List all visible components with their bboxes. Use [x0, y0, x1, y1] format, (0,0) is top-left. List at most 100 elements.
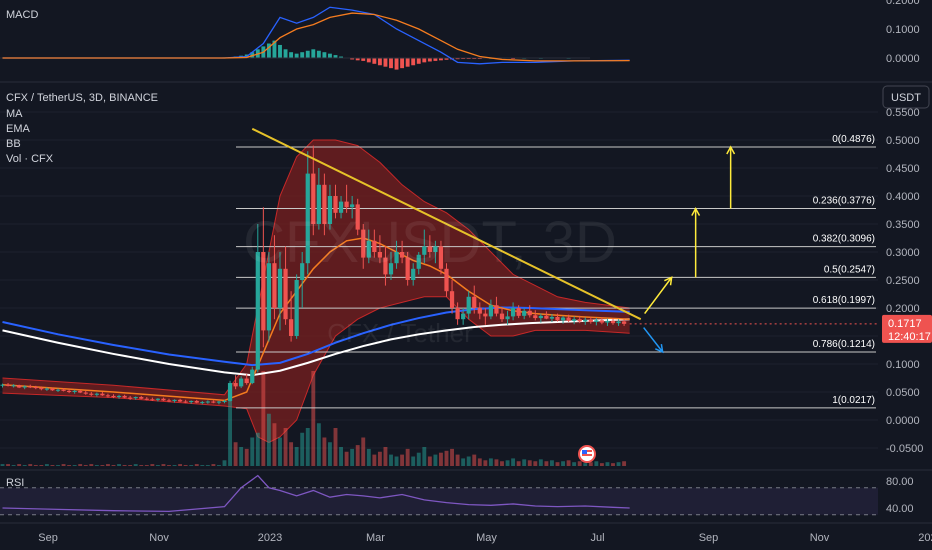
macd-histogram-bar — [361, 58, 366, 61]
volume-bar — [561, 461, 565, 466]
candle-body — [189, 400, 194, 403]
volume-bar — [355, 445, 360, 466]
breakdown-arrow — [643, 327, 664, 353]
us-flag-icon[interactable] — [578, 445, 596, 463]
volume-bar — [283, 428, 288, 466]
candle-body — [383, 257, 388, 275]
candle-body — [89, 393, 94, 395]
volume-bar — [278, 437, 282, 466]
candle-body — [266, 263, 272, 331]
macd-histogram-bar — [272, 40, 277, 58]
candle-body — [300, 263, 305, 280]
volume-bar — [61, 464, 66, 466]
candle-body — [477, 308, 482, 314]
candle-body — [66, 390, 72, 392]
volume-bar — [427, 456, 432, 466]
macd-histogram-bar — [294, 53, 299, 58]
candle-body — [155, 398, 161, 400]
volume-bars — [0, 371, 627, 466]
candle-body — [422, 246, 427, 255]
macd-histogram-bar — [455, 58, 460, 60]
price-tick-label: 0.0000 — [886, 415, 920, 427]
macd-label[interactable]: MACD — [6, 9, 38, 21]
macd-histogram-bar — [355, 58, 360, 61]
macd-histogram-bar — [372, 58, 377, 64]
volume-bar — [261, 371, 266, 466]
trendline — [251, 127, 642, 321]
volume-bar — [233, 442, 238, 466]
volume-bar — [72, 465, 77, 466]
candle-body — [116, 395, 122, 398]
volume-bar — [39, 465, 44, 466]
volume-bar — [400, 454, 405, 466]
macd-histogram-bar — [422, 58, 427, 63]
macd-histogram-bar — [444, 58, 449, 60]
price-axis[interactable]: 0.5500 0.5000 0.4500 0.4000 0.3500 0.3000 0.25… — [886, 0, 923, 515]
indicator-volume[interactable]: Vol · CFX — [6, 153, 54, 165]
candle-body — [621, 321, 627, 324]
currency-label: USDT — [891, 92, 921, 104]
candle-body — [516, 308, 521, 316]
candle-body — [610, 320, 616, 324]
volume-bar — [128, 465, 133, 466]
candle-body — [338, 201, 344, 213]
time-tick-label: 2024 — [918, 532, 932, 544]
candle-body — [222, 400, 227, 402]
rsi-label[interactable]: RSI — [6, 477, 24, 489]
grid — [0, 111, 878, 449]
volume-bar — [150, 464, 155, 466]
time-axis[interactable]: Sep Nov 2023 Mar May Jul Sep Nov 2024 — [38, 532, 932, 544]
candle-body — [411, 268, 416, 280]
fib-level-label: 0.382(0.3096) — [813, 234, 875, 245]
macd-histogram-bar — [377, 58, 382, 66]
volume-bar — [28, 464, 33, 466]
candle-body — [5, 384, 11, 386]
volume-bar — [161, 464, 166, 466]
indicator-bb[interactable]: BB — [6, 138, 21, 150]
volume-bar — [94, 465, 99, 466]
volume-bar — [139, 465, 144, 466]
volume-bar — [405, 448, 410, 466]
candle-body — [111, 395, 116, 398]
last-price-badge: 0.1717 12:40:17 — [882, 314, 932, 343]
candle-body — [50, 388, 55, 391]
last-price: 0.1717 — [888, 318, 922, 330]
candle-body — [510, 308, 516, 317]
candle-body — [227, 383, 233, 401]
price-tick-label: 0.5000 — [886, 135, 920, 147]
macd-histogram-bar — [427, 58, 432, 62]
indicator-ema[interactable]: EMA — [6, 123, 31, 135]
volume-bar — [566, 460, 571, 466]
macd-histogram-bar — [339, 56, 343, 58]
time-tick-label: Sep — [699, 532, 719, 544]
candle-body — [544, 315, 549, 319]
symbol-title[interactable]: CFX / TetherUS, 3D, BINANCE — [6, 92, 158, 104]
volume-bar — [178, 464, 183, 466]
macd-tick-label: 0.1000 — [886, 24, 920, 36]
price-tick-label: 0.4500 — [886, 163, 920, 175]
currency-button[interactable]: USDT — [882, 85, 930, 109]
volume-bar — [527, 460, 532, 466]
volume-bar — [328, 442, 332, 466]
breakout-arrow-head — [664, 276, 673, 286]
indicator-ma[interactable]: MA — [6, 108, 23, 120]
price-tick-label: 0.1000 — [886, 359, 920, 371]
bar-countdown: 12:40:17 — [888, 331, 931, 343]
macd-histogram-bar — [266, 43, 271, 58]
macd-histogram-bar — [389, 58, 393, 69]
macd-histogram-bar — [289, 52, 294, 58]
candle-body — [311, 173, 316, 224]
candle-body — [361, 229, 366, 258]
fib-level-label: 0.786(0.1214) — [813, 339, 875, 350]
candle-body — [438, 246, 444, 269]
volume-bar — [333, 428, 338, 466]
volume-bar — [250, 437, 255, 466]
bb-lower-line — [2, 296, 630, 443]
volume-bar — [83, 465, 88, 466]
candle-body — [72, 390, 77, 392]
candle-body — [527, 310, 532, 316]
rsi-tick-label: 80.00 — [886, 476, 914, 488]
candle-body — [100, 393, 105, 396]
candle-body — [83, 392, 88, 394]
